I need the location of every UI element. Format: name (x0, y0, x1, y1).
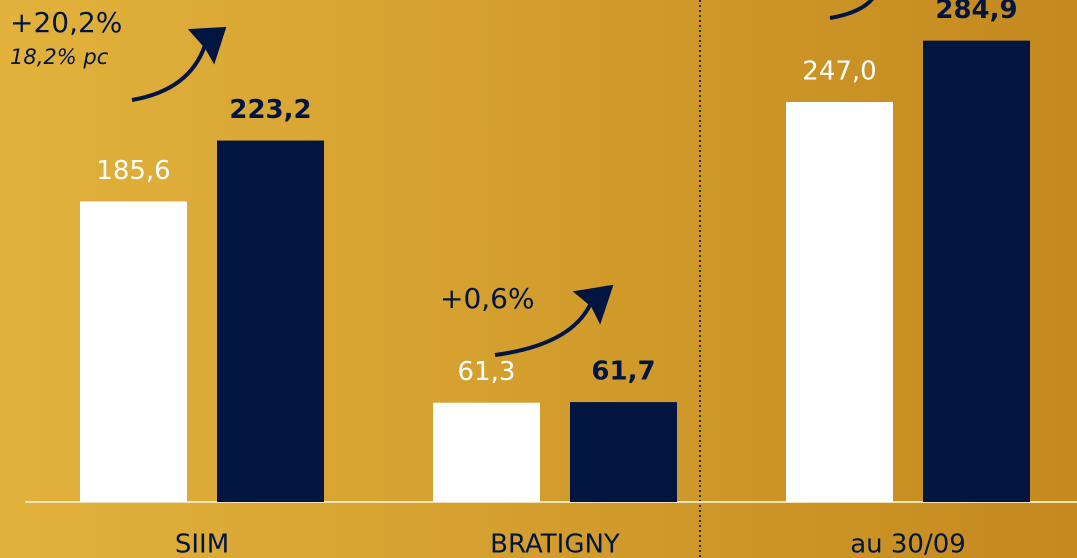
data-label: 284,9 (935, 0, 1017, 25)
arrow-head (572, 284, 614, 325)
bar (786, 102, 893, 503)
data-label: 223,2 (229, 95, 311, 125)
data-label: 61,7 (591, 357, 655, 387)
arrows (131, 0, 874, 357)
annotation: +20,2% (10, 6, 122, 39)
bar (80, 201, 187, 502)
bar (433, 402, 540, 502)
data-label: 61,3 (458, 357, 516, 387)
x-tick-label: SIIM (175, 530, 229, 558)
x-tick-label: au 30/09 (850, 530, 966, 558)
arrow (494, 304, 592, 357)
bar (217, 140, 324, 502)
x-tick-label: BRATIGNY (490, 530, 620, 558)
data-label: 185,6 (96, 156, 170, 186)
annotation: 18,2% pc (10, 45, 109, 69)
arrow (829, 0, 874, 20)
bar (923, 40, 1030, 502)
data-label: 247,0 (802, 57, 876, 87)
bar (570, 402, 677, 502)
annotation: +0,6% (440, 282, 535, 315)
arrow (131, 44, 207, 102)
arrow-head (187, 26, 227, 65)
